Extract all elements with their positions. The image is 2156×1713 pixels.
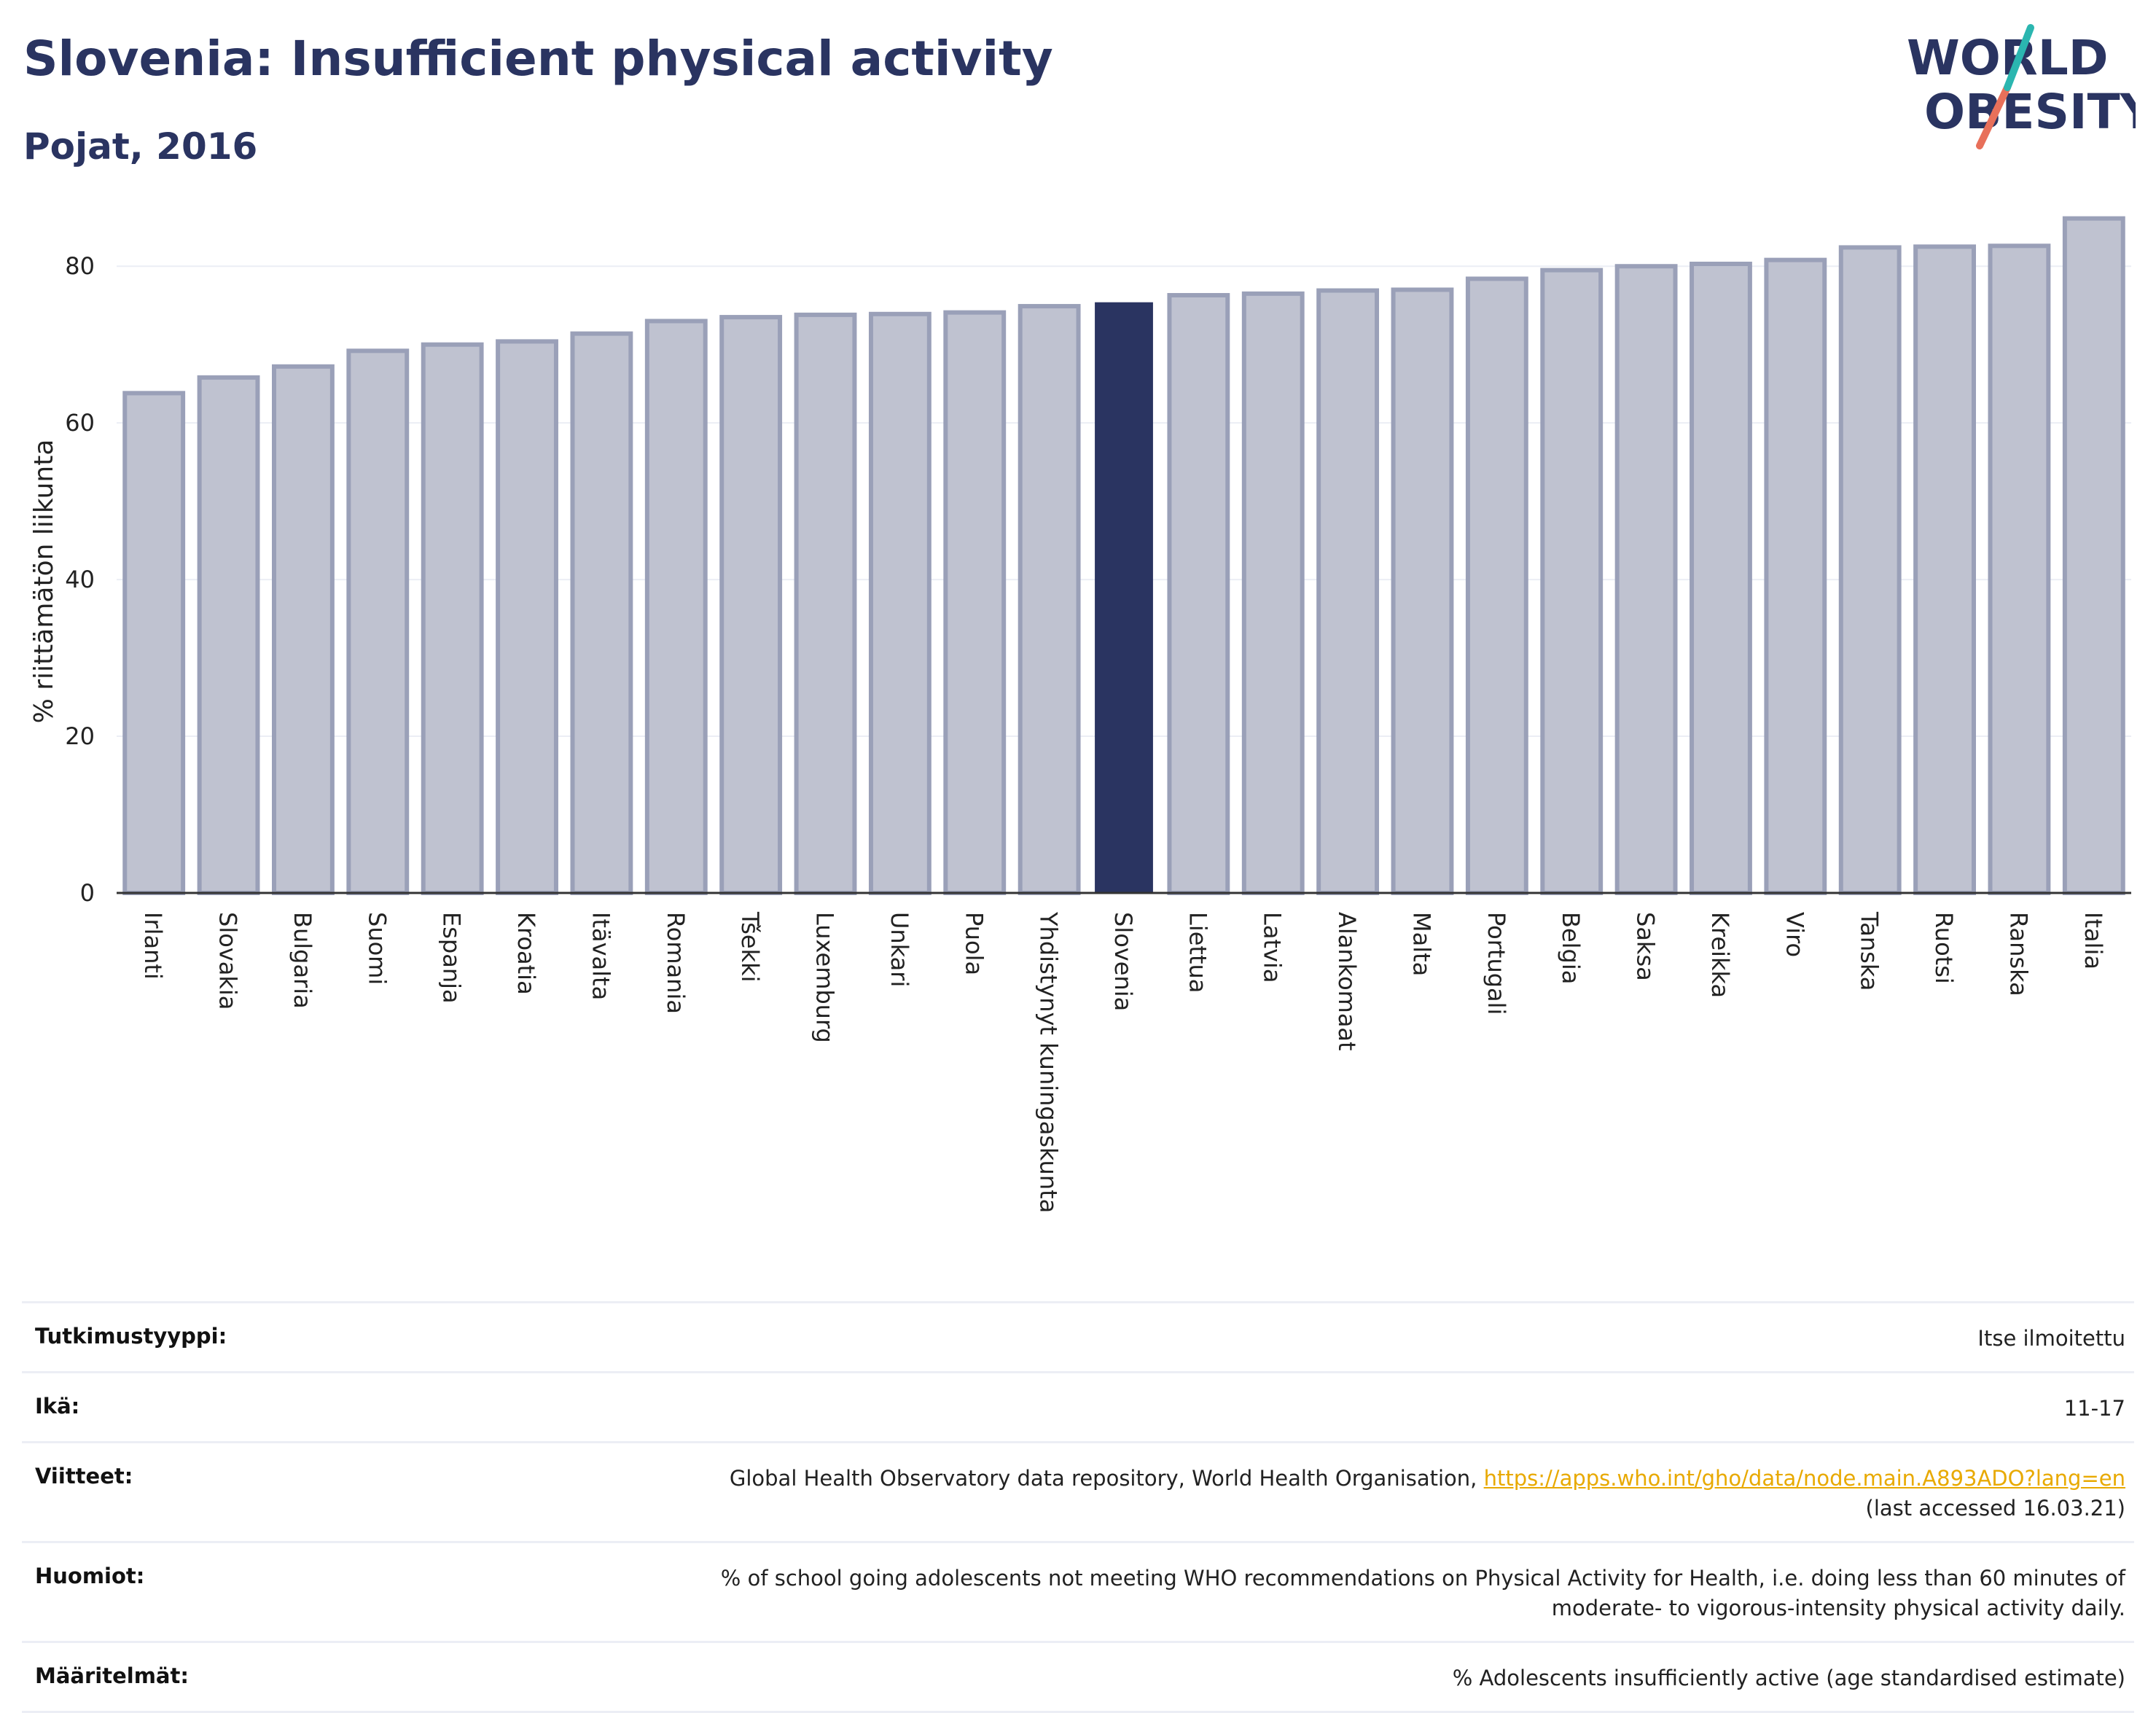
x-tick-label: Espanja bbox=[438, 912, 466, 1004]
x-tick-label: Itävalta bbox=[587, 912, 614, 1000]
x-tick-label: Latvia bbox=[1259, 912, 1286, 983]
bar-saksa bbox=[1614, 264, 1678, 896]
y-tick-label: 40 bbox=[65, 566, 95, 593]
x-tick-label: Slovenia bbox=[1109, 912, 1137, 1011]
y-tick-label: 0 bbox=[80, 879, 95, 907]
info-value: 11-17 bbox=[2063, 1396, 2125, 1421]
notes-line1: % of school going adolescents not meetin… bbox=[720, 1566, 2125, 1591]
x-tick-label: Irlanti bbox=[139, 912, 167, 980]
x-tick-label: Slovakia bbox=[214, 912, 242, 1010]
x-tick-label: Tšekki bbox=[736, 911, 764, 983]
x-tick-label: Saksa bbox=[1632, 912, 1660, 981]
x-tick-label: Ruotsi bbox=[1930, 912, 1958, 984]
info-key: Huomiot: bbox=[35, 1564, 145, 1588]
bar-yhdistynyt-kuningaskunta bbox=[1018, 304, 1081, 895]
reference-link[interactable]: https://apps.who.int/gho/data/node.main.… bbox=[1483, 1466, 2125, 1491]
x-tick-label: Romania bbox=[662, 912, 690, 1014]
info-value: % Adolescents insufficiently active (age… bbox=[1452, 1666, 2125, 1690]
bar-latvia bbox=[1241, 291, 1305, 895]
logo-line1: WORLD bbox=[1907, 30, 2109, 86]
x-tick-label: Yhdistynyt kuningaskunta bbox=[1035, 911, 1063, 1213]
bar-luxemburg bbox=[794, 312, 857, 895]
bar-irlanti bbox=[122, 391, 186, 895]
y-tick-label: 20 bbox=[65, 722, 95, 750]
x-tick-label: Bulgaria bbox=[289, 912, 316, 1009]
info-key: Määritelmät: bbox=[35, 1663, 189, 1688]
x-tick-label: Belgia bbox=[1557, 912, 1585, 984]
x-tick-label: Puola bbox=[960, 912, 988, 975]
info-key: Tutkimustyyppi: bbox=[35, 1324, 227, 1349]
bar-liettua bbox=[1167, 292, 1230, 895]
bar-belgia bbox=[1540, 268, 1604, 895]
info-value: Itse ilmoitettu bbox=[1977, 1326, 2125, 1351]
x-tick-label: Luxemburg bbox=[811, 912, 839, 1043]
bar-kreikka bbox=[1690, 262, 1752, 895]
bar-slovenia bbox=[1095, 302, 1153, 894]
bar-espanja bbox=[421, 342, 484, 895]
x-tick-label: Kreikka bbox=[1706, 912, 1734, 998]
bar-italia bbox=[2062, 216, 2125, 895]
info-key: Viitteet: bbox=[35, 1464, 133, 1488]
bar-chart: 0 20 40 60 80 % riittämätön liikunta Irlanti Sl… bbox=[29, 216, 2131, 1213]
notes-line2: moderate- to vigorous-intensity physical… bbox=[1551, 1596, 2125, 1620]
bar-puola bbox=[943, 310, 1007, 895]
bar-ruotsi bbox=[1913, 244, 1976, 895]
info-row-study-type: Tutkimustyyppi: Itse ilmoitettu bbox=[22, 1301, 2134, 1371]
info-row-definitions: Määritelmät: % Adolescents insufficientl… bbox=[22, 1641, 2134, 1713]
x-tick-label: Suomi bbox=[363, 912, 391, 985]
chart-title: Slovenia: Insufficient physical activity bbox=[23, 31, 1053, 87]
x-tick-label: Portugali bbox=[1483, 912, 1510, 1015]
info-key: Ikä: bbox=[35, 1394, 80, 1419]
bar-ranska bbox=[1988, 243, 2051, 895]
bar-alankomaat bbox=[1316, 288, 1380, 896]
x-tick-label: Tanska bbox=[1856, 911, 1883, 991]
bar-kroatia bbox=[496, 339, 558, 896]
x-tick-label: Malta bbox=[1407, 912, 1435, 976]
x-tick-label: Viro bbox=[1781, 912, 1808, 957]
y-tick-label: 80 bbox=[65, 252, 95, 280]
bar-malta bbox=[1391, 287, 1454, 895]
bar-tšekki bbox=[719, 315, 783, 896]
x-tick-label: Italia bbox=[2079, 912, 2107, 969]
chart-subtitle: Pojat, 2016 bbox=[23, 125, 258, 168]
bar-slovakia bbox=[197, 375, 260, 895]
world-obesity-logo: WORLD OBESITY bbox=[1907, 24, 2136, 149]
info-table: Tutkimustyyppi: Itse ilmoitettu Ikä: 11-… bbox=[22, 1301, 2134, 1713]
info-row-age: Ikä: 11-17 bbox=[22, 1371, 2134, 1441]
x-tick-label: Unkari bbox=[886, 912, 913, 987]
bar-romania bbox=[644, 319, 708, 895]
x-tick-label: Ranska bbox=[2004, 912, 2032, 996]
x-tick-label: Alankomaat bbox=[1333, 912, 1361, 1051]
bar-portugali bbox=[1465, 276, 1528, 895]
bar-suomi bbox=[346, 348, 410, 896]
bar-unkari bbox=[868, 311, 931, 895]
y-tick-label: 60 bbox=[65, 409, 95, 437]
x-tick-label: Kroatia bbox=[512, 912, 540, 995]
info-row-references: Viitteet: Global Health Observatory data… bbox=[22, 1441, 2134, 1541]
info-value: Global Health Observatory data repositor… bbox=[730, 1464, 2125, 1523]
bar-itävalta bbox=[570, 331, 633, 896]
logo-line2: OBESITY bbox=[1924, 84, 2136, 140]
bar-tanska bbox=[1838, 245, 1902, 895]
bar-viro bbox=[1764, 257, 1827, 895]
info-row-notes: Huomiot: % of school going adolescents n… bbox=[22, 1541, 2134, 1641]
x-tick-label: Liettua bbox=[1184, 912, 1211, 993]
bar-bulgaria bbox=[272, 364, 335, 895]
y-axis-label: % riittämätön liikunta bbox=[29, 440, 59, 724]
info-value: % of school going adolescents not meetin… bbox=[721, 1564, 2125, 1623]
reference-accessed: (last accessed 16.03.21) bbox=[1865, 1496, 2125, 1521]
reference-text: Global Health Observatory data repositor… bbox=[729, 1466, 1484, 1491]
